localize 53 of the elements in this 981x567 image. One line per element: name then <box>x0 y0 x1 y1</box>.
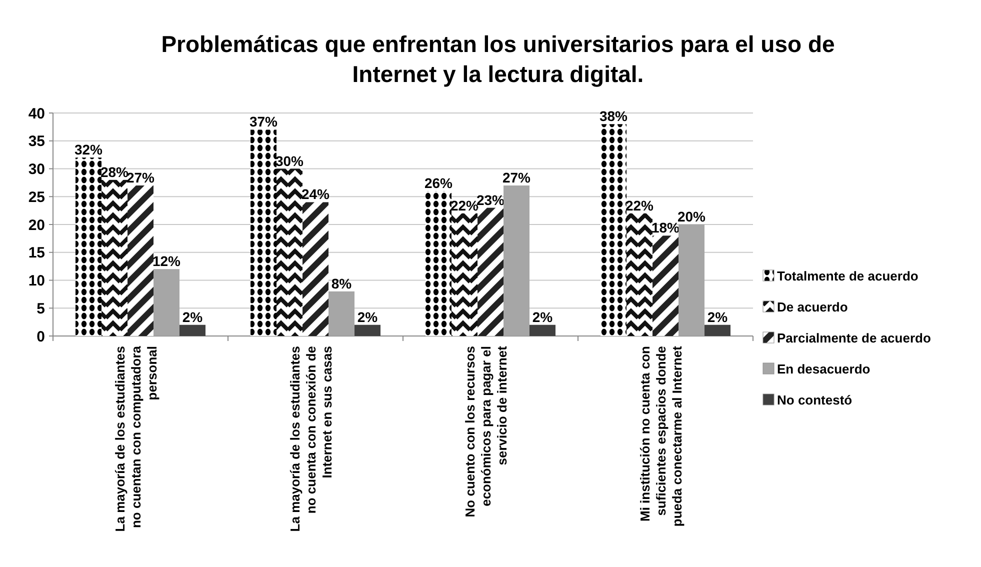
bar <box>600 124 626 336</box>
legend-label: Totalmente de acuerdo <box>777 268 918 284</box>
bar <box>128 185 154 336</box>
legend-label: De acuerdo <box>777 300 848 315</box>
data-label: 38% <box>599 108 628 124</box>
data-label: 2% <box>707 308 728 325</box>
bar <box>302 202 328 336</box>
y-tick-label: 15 <box>28 244 45 262</box>
data-label: 2% <box>182 308 204 325</box>
y-tick-label: 10 <box>28 272 45 290</box>
x-tick-label: La mayoría de los estudiantes no cuentan con computadora personal <box>112 345 160 532</box>
legend-label: No contestó <box>777 392 852 408</box>
bar <box>652 236 678 336</box>
x-tick-label: No cuento con los recursos económicos para pagar el servicio de internet <box>462 345 510 518</box>
data-label: 24% <box>301 186 330 202</box>
data-label: 12% <box>152 253 182 270</box>
x-tick-label: La mayoría de los estudiantes no cuenta con conexión de Internet en sus casas <box>288 346 334 532</box>
bar <box>102 180 128 336</box>
bar <box>154 269 180 336</box>
data-label: 20% <box>677 208 706 224</box>
bar <box>180 324 206 336</box>
bar <box>354 324 380 336</box>
data-label: 30% <box>275 152 304 169</box>
y-tick-label: 40 <box>28 105 45 122</box>
bar <box>76 158 102 336</box>
bar <box>426 191 452 336</box>
data-label: 26% <box>424 175 454 192</box>
y-tick-label: 25 <box>28 188 45 206</box>
data-label: 2% <box>357 308 378 325</box>
data-label: 27% <box>502 169 532 186</box>
y-tick-label: 20 <box>28 216 45 234</box>
bar <box>626 213 652 336</box>
y-tick-label: 30 <box>28 161 45 178</box>
bar <box>678 224 704 336</box>
data-label: 2% <box>532 308 554 325</box>
bar <box>276 168 302 336</box>
bar <box>452 213 478 336</box>
y-tick-label: 35 <box>28 133 45 150</box>
data-label: 37% <box>249 114 278 130</box>
data-label: 22% <box>625 197 654 214</box>
data-label: 8% <box>331 275 352 292</box>
bar <box>478 208 504 336</box>
legend-label: En desacuerdo <box>777 362 870 377</box>
bar <box>530 324 556 336</box>
bar <box>504 185 530 336</box>
y-tick-label: 0 <box>36 328 45 346</box>
y-tick-label: 5 <box>36 300 45 318</box>
bar <box>704 324 730 336</box>
chart-title: Problemáticas que enfrentan los universitarios para el uso de Internet y la lectura digital. <box>161 31 835 87</box>
bar <box>328 291 354 336</box>
data-label: 32% <box>74 142 104 158</box>
legend-label: Parcialmente de acuerdo <box>777 330 931 346</box>
bar <box>250 130 276 336</box>
